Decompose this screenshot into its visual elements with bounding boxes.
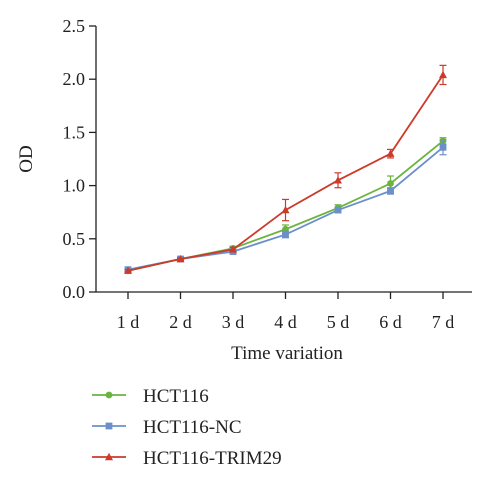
axes: [95, 26, 472, 293]
x-tick-label: 1 d: [117, 312, 140, 332]
legend-label: HCT116: [143, 386, 209, 407]
x-axis-title: Time variation: [231, 343, 343, 364]
data-point: [439, 143, 447, 151]
x-tick-label: 3 d: [222, 312, 245, 332]
x-tick-label: 7 d: [432, 312, 455, 332]
legend-marker: [105, 422, 113, 430]
y-tick-label: 2.0: [63, 69, 86, 89]
data-point: [124, 266, 132, 274]
data-point: [334, 176, 342, 184]
data-point: [229, 245, 237, 253]
x-tick-label: 2 d: [169, 312, 192, 332]
data-point: [439, 70, 447, 79]
x-tick-label: 6 d: [379, 312, 402, 332]
legend-entry: HCT116-NC: [92, 417, 242, 438]
data-point: [386, 149, 395, 157]
y-axis-title: OD: [16, 145, 37, 172]
series-line: [127, 74, 444, 272]
legend-marker: [105, 391, 113, 399]
y-tick-label: 0.5: [63, 229, 86, 249]
data-point: [282, 231, 289, 238]
series-hct116-trim29: [124, 64, 447, 274]
y-ticks: 0.0 0.5 1.0 1.5 2.0 2.5: [63, 16, 96, 302]
y-tick-label: 0.0: [63, 282, 86, 302]
data-point: [334, 206, 342, 214]
y-tick-label: 1.0: [63, 176, 86, 196]
x-tick-label: 5 d: [327, 312, 350, 332]
y-tick-label: 2.5: [63, 16, 86, 36]
data-point: [281, 205, 290, 214]
x-tick-label: 4 d: [274, 312, 297, 332]
x-ticks: 1 d 2 d 3 d 4 d 5 d 6 d 7 d: [117, 292, 455, 332]
legend-label: HCT116-TRIM29: [143, 448, 282, 469]
data-point: [176, 254, 185, 263]
series-layer: [124, 64, 447, 275]
legend-entry: HCT116: [92, 386, 209, 407]
legend-label: HCT116-NC: [143, 417, 242, 438]
data-point: [387, 180, 394, 187]
legend-marker: [105, 452, 113, 461]
y-tick-label: 1.5: [63, 122, 86, 142]
data-point: [387, 187, 394, 195]
legend-entry: HCT116-TRIM29: [92, 448, 282, 469]
legend: HCT116 HCT116-NC HCT116-TRIM29: [92, 386, 282, 469]
